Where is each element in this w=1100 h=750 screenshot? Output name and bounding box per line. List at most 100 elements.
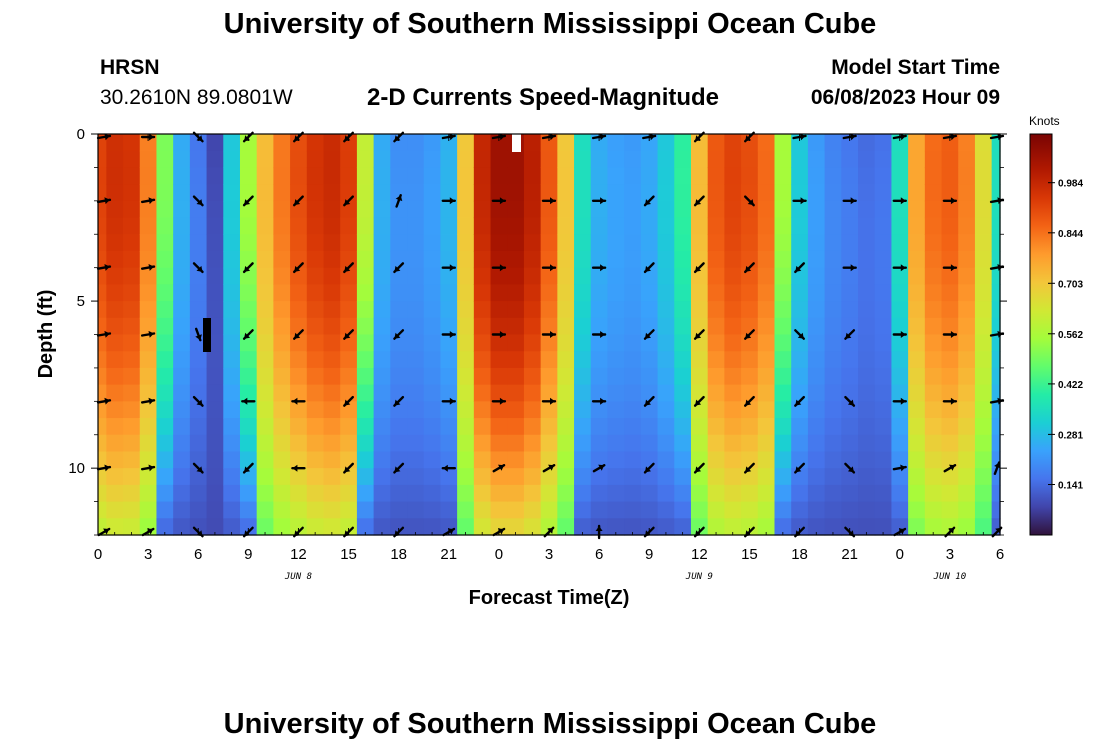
heat-cell [607, 384, 625, 402]
heat-cell [173, 267, 191, 285]
current-vector [343, 462, 354, 474]
heat-cell [674, 217, 692, 235]
heat-cell [273, 317, 291, 336]
heat-cell [624, 150, 642, 169]
heat-cell [774, 284, 792, 302]
heat-cell [290, 284, 308, 302]
heat-cell [741, 484, 759, 503]
heat-cell [373, 184, 391, 202]
heat-cell [457, 317, 475, 336]
heat-cell [858, 200, 876, 219]
heat-cell [824, 184, 842, 202]
heat-cell [590, 217, 609, 235]
heat-cell [674, 484, 692, 503]
heat-cell [323, 468, 341, 486]
heat-cell [340, 150, 358, 169]
current-vector [541, 331, 557, 338]
heat-cell [423, 351, 442, 369]
heat-cell [123, 451, 141, 469]
heat-cell [557, 501, 575, 519]
heat-cell [557, 401, 575, 419]
heat-cell [690, 167, 709, 185]
current-vector [293, 262, 304, 274]
heat-cell [440, 267, 458, 285]
heat-cell [407, 234, 425, 252]
heat-cell [991, 401, 1001, 419]
heat-cell [891, 167, 909, 185]
missing-data-gap-black [203, 318, 211, 352]
heat-cell [607, 317, 625, 336]
heat-cell [139, 334, 158, 352]
heat-cell [323, 167, 341, 185]
heat-cell [523, 367, 542, 386]
heat-cell [256, 384, 274, 402]
heat-cell [941, 184, 959, 202]
current-vector [591, 331, 607, 338]
heat-cell [98, 150, 107, 169]
heat-cell [557, 284, 575, 302]
heat-cell [323, 484, 341, 503]
current-vector [96, 330, 112, 338]
heat-cell [941, 334, 959, 352]
heat-cell [373, 401, 391, 419]
heat-cell [891, 317, 909, 336]
colorbar-tick-label: 0.844 [1058, 229, 1083, 240]
heat-cell [507, 468, 525, 486]
heat-cell [791, 284, 809, 302]
heat-cell [206, 267, 224, 285]
heat-cell [590, 501, 609, 519]
heat-cell [858, 518, 876, 536]
heat-cell [173, 301, 191, 319]
heat-cell [858, 484, 876, 503]
heat-cell [991, 418, 1001, 436]
heat-cell [908, 284, 926, 302]
heat-cell [189, 334, 208, 352]
heat-cell [941, 468, 959, 486]
heat-cell [423, 384, 442, 402]
x-tick-label: 21 [841, 546, 858, 563]
heat-cell [123, 401, 141, 419]
heat-cell [958, 317, 976, 336]
current-vector [441, 197, 456, 205]
current-vector [643, 462, 655, 474]
heat-cell [974, 267, 993, 285]
heat-cell [574, 200, 592, 219]
heat-cell [507, 234, 525, 252]
heat-cell [908, 217, 926, 235]
heat-cell [440, 468, 458, 486]
heat-cell [891, 250, 909, 269]
heat-cell [189, 351, 208, 369]
heat-cell [958, 384, 976, 402]
heat-cell [557, 200, 575, 219]
heat-cell [841, 167, 859, 185]
heat-cell [891, 451, 909, 469]
heat-cell [791, 317, 809, 336]
heat-cell [774, 150, 792, 169]
heat-cell [173, 284, 191, 302]
heat-cell [657, 518, 675, 536]
heat-cell [239, 351, 258, 369]
heat-cell [858, 468, 876, 486]
heat-cell [356, 317, 375, 336]
heat-cell [657, 284, 675, 302]
heat-cell [891, 150, 909, 169]
heat-cell [974, 501, 993, 519]
heat-cell [490, 468, 508, 486]
heat-cell [941, 301, 959, 319]
current-vector [96, 133, 112, 141]
heat-cell [958, 200, 976, 219]
heat-cell [858, 451, 876, 469]
heat-cell [473, 334, 492, 352]
colorbar-tick-label: 0.984 [1058, 179, 1083, 190]
current-vector [693, 329, 705, 340]
heat-cell [256, 334, 274, 352]
heat-cell [874, 384, 893, 402]
heat-cell [306, 501, 325, 519]
heat-cell [757, 184, 776, 202]
current-vector [744, 329, 755, 340]
heat-cell [757, 518, 776, 536]
heat-cell [306, 317, 325, 336]
heat-cell [156, 484, 174, 503]
heat-cell [891, 184, 909, 202]
heat-cell [173, 167, 191, 185]
